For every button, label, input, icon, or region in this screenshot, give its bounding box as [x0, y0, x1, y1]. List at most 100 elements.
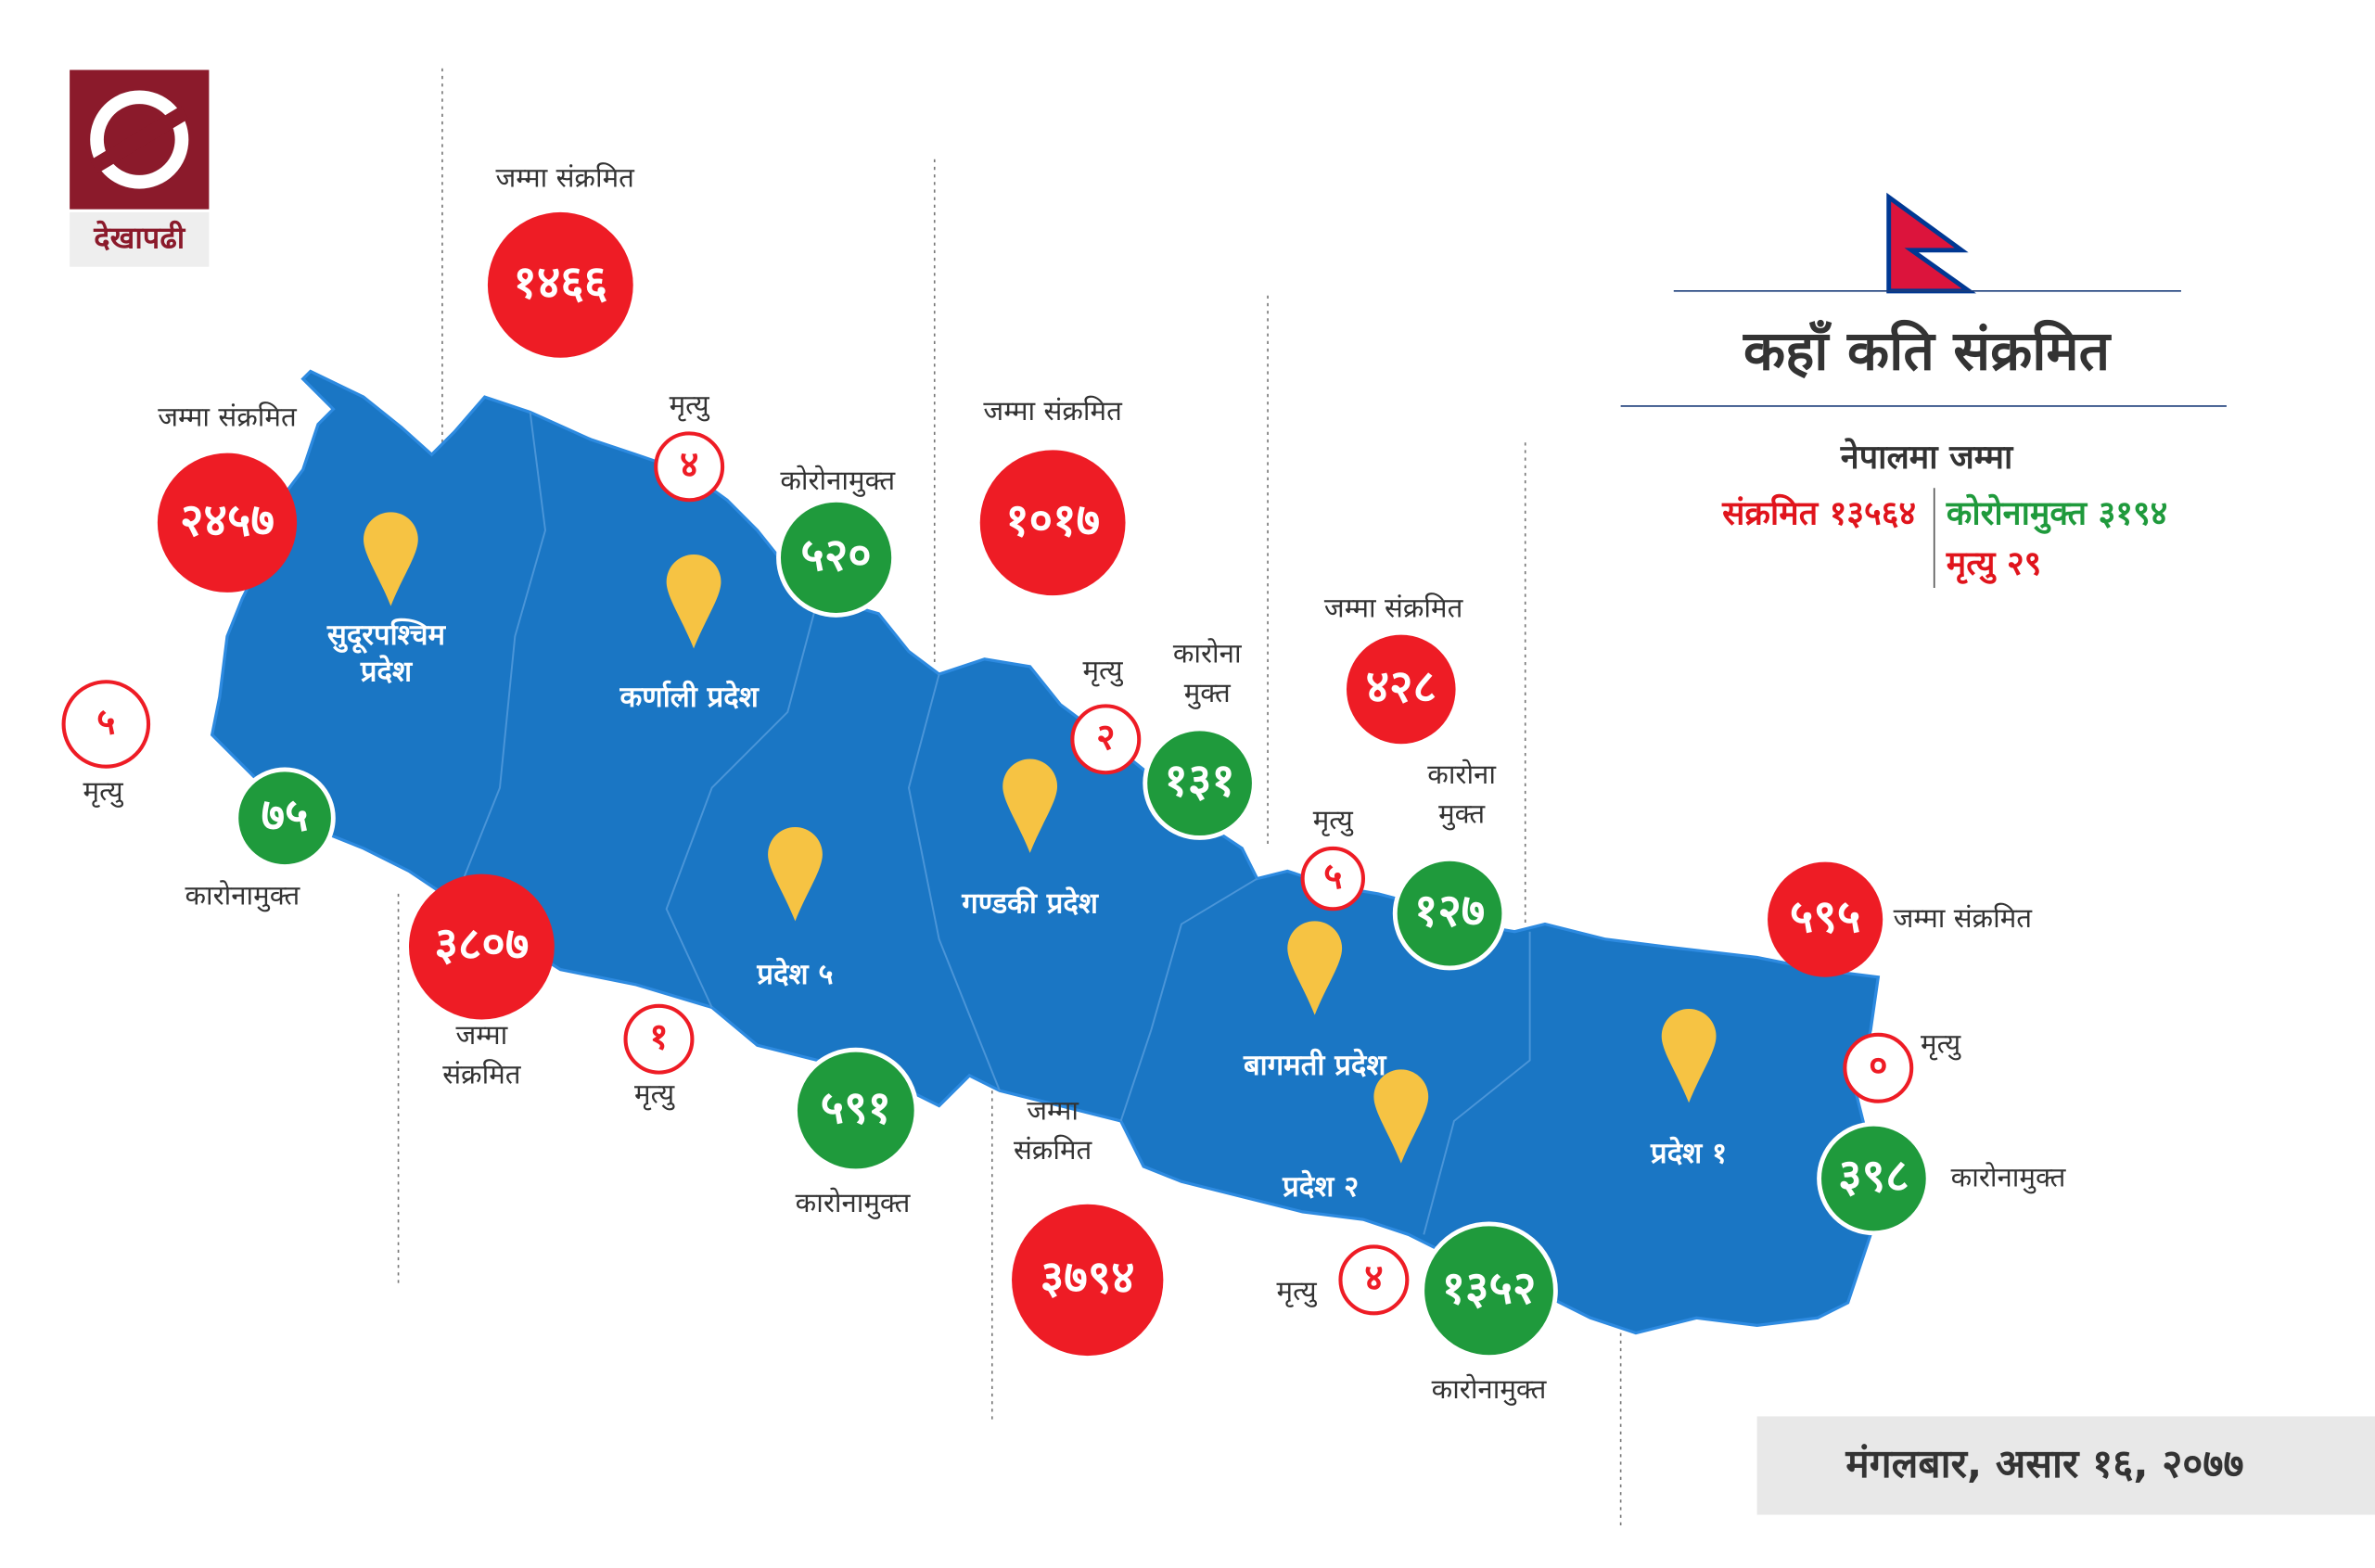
border — [1119, 877, 1258, 1122]
deaths-circle — [654, 431, 725, 503]
province-pin — [1002, 759, 1058, 853]
label: संक्रमित — [1014, 1134, 1093, 1166]
infected-value: १०१७ — [1005, 493, 1100, 546]
recovered-circle — [1392, 856, 1507, 971]
recovered-circle — [776, 497, 897, 618]
label: मुक्त — [1438, 797, 1486, 830]
infected-value: २४५७ — [180, 493, 275, 546]
label: मृत्यु — [1277, 1275, 1318, 1307]
recovered-circle — [234, 767, 336, 869]
logo-bg — [70, 211, 210, 267]
label: मुक्त — [1184, 677, 1232, 709]
infected-value: ३८०७ — [434, 918, 529, 971]
province-pin — [1287, 921, 1343, 1015]
label: जम्मा संक्रमित — [158, 402, 298, 433]
province-borders — [453, 412, 1531, 1235]
label: कारोना — [1173, 637, 1243, 669]
infected-value: ५९५ — [1790, 890, 1860, 943]
label: जम्मा — [1027, 1095, 1079, 1127]
deaths-value: १ — [649, 1016, 668, 1058]
recovered-value: ७५ — [262, 789, 309, 842]
label: मृत्यु — [83, 775, 124, 808]
label: बागमती प्रदेश — [1243, 1048, 1387, 1082]
deaths-value: ४ — [680, 444, 698, 486]
infected-circle — [1768, 861, 1883, 977]
province-layer: सुदूरपश्चिमप्रदेश २४५७ जम्मा संक्रमित ५ मृत्… — [61, 162, 2067, 1406]
deaths-circle — [1070, 704, 1142, 775]
recovered-value: ५९१ — [821, 1081, 891, 1134]
logo-slash — [90, 106, 189, 173]
label: कोरोनामुक्त — [780, 465, 896, 497]
infected-circle — [487, 211, 633, 358]
infected-value: ३७९४ — [1041, 1251, 1135, 1304]
label: मृत्यु — [1082, 654, 1123, 686]
label: कर्णाली प्रदेश — [619, 680, 760, 714]
deaths-value: ५ — [1323, 856, 1342, 898]
deaths-circle — [1300, 846, 1366, 911]
title: कहाँ कति संक्रमित — [1743, 319, 2113, 383]
label: कारोना — [1427, 759, 1497, 790]
province-pin — [363, 512, 418, 606]
label: प्रदेश ५ — [756, 957, 833, 991]
deaths-circle — [61, 680, 151, 769]
label: सुदूरपश्चिम — [326, 618, 447, 654]
label: जम्मा — [456, 1019, 509, 1051]
label: कारोनामुक्त — [1951, 1161, 2067, 1193]
subtitle: नेपालमा जम्मा — [1840, 438, 2014, 477]
label: संक्रमित — [442, 1058, 522, 1090]
flag — [1886, 192, 1976, 294]
label: कारोनामुक्त — [796, 1187, 912, 1219]
recovered-value: १३५२ — [1442, 1261, 1537, 1314]
label: मृत्यु — [634, 1078, 675, 1111]
deaths-circle — [1843, 1032, 1914, 1103]
infected-circle — [979, 450, 1126, 596]
total-deaths: मृत्यु २९ — [1946, 544, 2042, 584]
recovered-value: ३९८ — [1838, 1149, 1909, 1202]
label: जम्मा संक्रमित — [1894, 902, 2034, 934]
recovered-value: १३१ — [1164, 754, 1234, 807]
logo-ring — [90, 90, 189, 189]
label: कारोनामुक्त — [1432, 1373, 1548, 1406]
infected-circle — [1346, 634, 1456, 745]
deaths-circle — [623, 1003, 695, 1075]
province-pin — [768, 827, 823, 922]
label: जम्मा संक्रमित — [1324, 592, 1464, 623]
deaths-value: ० — [1869, 1045, 1887, 1087]
label: मृत्यु — [1921, 1028, 1961, 1061]
infected-circle — [157, 453, 298, 593]
province-pin — [1373, 1069, 1429, 1164]
infected-value: ४२८ — [1366, 660, 1436, 713]
border — [665, 598, 819, 1008]
logo-text: देखापढी — [93, 220, 185, 255]
total-infected: संक्रमित १३५६४ — [1721, 494, 1916, 533]
date-box — [1756, 1416, 2375, 1515]
label: जम्मा संक्रमित — [495, 162, 635, 194]
label: जम्मा संक्रमित — [983, 395, 1123, 427]
recovered-circle — [1817, 1121, 1931, 1236]
border — [453, 412, 546, 902]
infected-circle — [408, 873, 555, 1020]
deaths-circle — [1338, 1244, 1410, 1316]
recovered-value: १२७ — [1414, 885, 1485, 937]
label: कारोनामुक्त — [185, 880, 300, 912]
total-recovered: कोरोनामुक्त ३१९४ — [1946, 494, 2168, 535]
deaths-value: ४ — [1364, 1257, 1383, 1299]
label: प्रदेश १ — [1650, 1136, 1727, 1170]
border — [1423, 931, 1531, 1235]
date: मंगलबार, असार १६, २०७७ — [1845, 1442, 2243, 1487]
nepal-map — [210, 369, 1881, 1335]
province-pin — [666, 555, 721, 649]
province-pin — [1661, 1009, 1717, 1103]
label: मृत्यु — [1313, 804, 1354, 836]
border — [907, 673, 1001, 1091]
infected-circle — [1012, 1204, 1164, 1357]
recovered-circle — [1420, 1221, 1558, 1360]
recovered-circle — [793, 1047, 919, 1174]
deaths-value: २ — [1096, 717, 1115, 759]
label: गण्डकी प्रदेश — [961, 886, 1100, 920]
infected-value: १४६६ — [513, 256, 607, 309]
deaths-value: ५ — [96, 701, 115, 743]
recovered-circle — [1143, 726, 1257, 840]
